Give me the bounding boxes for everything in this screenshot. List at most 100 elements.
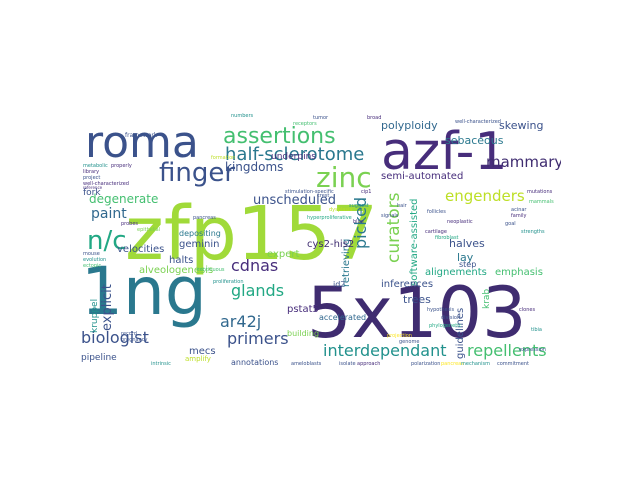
word: ar42j bbox=[220, 312, 261, 331]
word: proliferation bbox=[213, 279, 244, 285]
word: hypothesis bbox=[427, 307, 455, 313]
word: polarization bbox=[411, 361, 440, 367]
word: record bbox=[121, 331, 137, 337]
word: acinar bbox=[511, 207, 527, 213]
word: sebaceous bbox=[445, 134, 504, 147]
word: n/c bbox=[87, 226, 127, 256]
word: hair bbox=[397, 203, 408, 209]
word: broad bbox=[367, 115, 381, 121]
word: lay bbox=[457, 251, 474, 264]
word: trees bbox=[403, 293, 431, 306]
word: curators bbox=[384, 192, 404, 263]
word: explicit bbox=[100, 284, 115, 331]
word: 5x103 bbox=[307, 272, 527, 354]
word: mechanism bbox=[461, 361, 490, 367]
word: id2 bbox=[333, 280, 345, 289]
word: mammals bbox=[529, 199, 554, 205]
word: glands bbox=[231, 281, 284, 300]
word: division bbox=[441, 315, 460, 321]
word: paint bbox=[91, 206, 127, 222]
word: skewing bbox=[499, 119, 543, 132]
word: fibroblast bbox=[435, 235, 459, 241]
word: kruppel bbox=[90, 299, 100, 333]
word: phylogenetic bbox=[429, 323, 462, 329]
word: guidelines bbox=[455, 308, 466, 359]
word: stimulation-specific bbox=[285, 189, 334, 195]
word: halves bbox=[449, 237, 485, 250]
word: pstat5 bbox=[287, 304, 319, 315]
word: signals bbox=[381, 213, 399, 219]
word: half-sclerotome bbox=[225, 144, 364, 165]
word-cloud: zfp157 5x103 1ng azf-1 roma assertions f… bbox=[81, 111, 561, 367]
word: alveologenesis bbox=[139, 265, 213, 276]
word: tibia bbox=[531, 327, 542, 333]
word: ectopic bbox=[83, 263, 101, 269]
word: geminin bbox=[179, 239, 219, 250]
word: krab bbox=[482, 289, 492, 309]
word: expert bbox=[267, 249, 300, 260]
word: receptors bbox=[293, 121, 317, 127]
word: metabolic bbox=[83, 163, 108, 169]
word: polyploidy bbox=[381, 119, 438, 132]
word: projection bbox=[387, 333, 412, 339]
word: alignements bbox=[425, 267, 487, 278]
word: cdnas bbox=[231, 256, 278, 275]
word: roma bbox=[85, 117, 199, 168]
word: cip1 bbox=[361, 189, 372, 195]
word: epithelial bbox=[137, 227, 160, 233]
word: intrinsic bbox=[151, 361, 171, 367]
word: pancreas bbox=[193, 215, 216, 221]
word: follicles bbox=[427, 209, 446, 215]
word: mouse bbox=[83, 251, 100, 257]
word: assertions bbox=[223, 124, 336, 149]
word: pipeline bbox=[81, 353, 117, 363]
word: pancreas bbox=[441, 361, 464, 367]
word: ameloblasts bbox=[291, 361, 322, 367]
word: crest bbox=[317, 193, 329, 199]
word: amplify bbox=[185, 355, 211, 363]
word: accelerated bbox=[319, 313, 366, 322]
word: evolution bbox=[83, 257, 106, 263]
word: dysplasia bbox=[329, 207, 352, 213]
word: clones bbox=[519, 307, 535, 313]
word: commitment bbox=[497, 361, 529, 367]
word: neoplastic bbox=[447, 219, 473, 225]
word: tumor bbox=[313, 115, 329, 121]
word: goal bbox=[505, 221, 516, 227]
word: formation bbox=[211, 155, 235, 161]
word: reference bbox=[83, 185, 103, 190]
word: well-characterized bbox=[455, 119, 501, 125]
word-cloud-canvas: zfp157 5x103 1ng azf-1 roma assertions f… bbox=[81, 113, 561, 367]
word: probes bbox=[121, 221, 138, 227]
word: numbers bbox=[231, 113, 254, 119]
word: library bbox=[83, 169, 99, 175]
word: genome bbox=[399, 339, 419, 345]
word: unscheduled bbox=[253, 193, 336, 208]
word: software-assisted bbox=[409, 198, 420, 286]
word: fork bbox=[83, 188, 101, 198]
word: mecs bbox=[189, 346, 216, 357]
word: interdependant bbox=[323, 341, 447, 360]
word: blue bbox=[353, 219, 364, 225]
word: retrieving bbox=[341, 239, 352, 287]
word: strengths bbox=[521, 229, 545, 235]
word: engenders bbox=[445, 187, 525, 205]
word: emphasis bbox=[495, 267, 543, 278]
word: suggest bbox=[349, 203, 369, 209]
word: zinc bbox=[316, 161, 372, 194]
word: semi-automated bbox=[381, 171, 463, 182]
word: annotations bbox=[231, 358, 278, 367]
word: kingdoms bbox=[225, 160, 283, 174]
word: expression bbox=[519, 347, 546, 353]
word: finger bbox=[159, 158, 235, 188]
word: depositing bbox=[179, 229, 221, 238]
word: primers bbox=[227, 329, 289, 348]
word: velocities bbox=[117, 244, 164, 255]
word: hyperproliferative bbox=[307, 215, 352, 221]
word: mutations bbox=[527, 189, 553, 195]
word: continuous bbox=[197, 267, 225, 273]
word: picked bbox=[351, 197, 370, 249]
word: properly bbox=[111, 163, 132, 169]
word: isolate bbox=[339, 361, 356, 367]
word: eighty-eight bbox=[560, 152, 561, 249]
